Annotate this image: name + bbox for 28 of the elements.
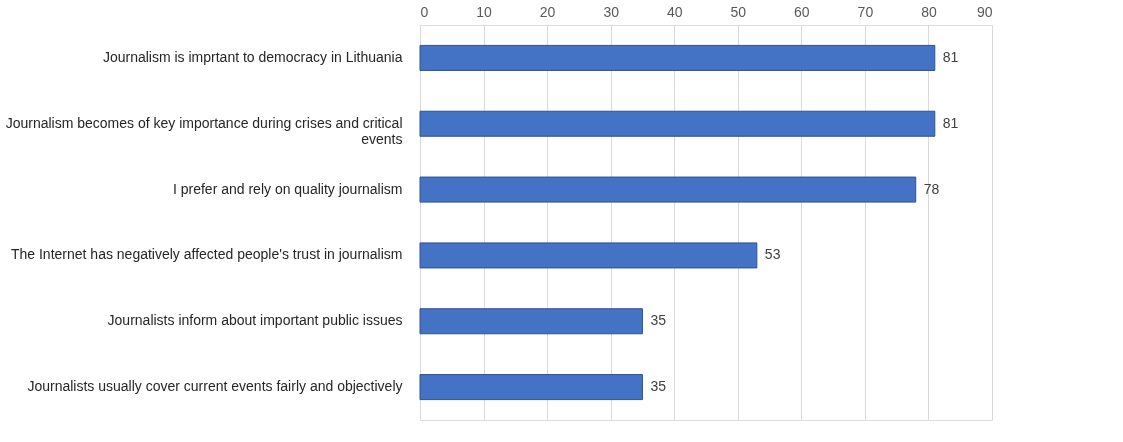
bar <box>419 242 758 269</box>
y-tick-label: Journalists usually cover current events fairly and objectively <box>27 378 403 395</box>
y-tick-label: The Internet has negatively affected people's trust in journalism <box>10 246 403 263</box>
x-tick-label: 80 <box>921 3 937 20</box>
data-label: 81 <box>942 48 959 65</box>
y-tick-label: Journalists inform about important public issues <box>107 312 403 329</box>
data-label: 35 <box>650 378 667 395</box>
x-tick-label: 90 <box>976 3 993 20</box>
bar <box>419 110 936 137</box>
data-label: 78 <box>923 180 940 197</box>
x-tick-label: 60 <box>794 3 810 20</box>
x-tick-label: 20 <box>539 3 556 20</box>
bar <box>419 308 643 335</box>
x-tick-label: 50 <box>730 3 747 20</box>
data-label: 35 <box>650 312 667 329</box>
data-label: 53 <box>764 246 781 263</box>
x-tick-label: 30 <box>603 3 620 20</box>
y-tick-label: I prefer and rely on quality journalism <box>172 180 403 197</box>
x-tick-label: 0 <box>420 3 429 20</box>
x-tick-label: 40 <box>666 3 683 20</box>
bar <box>419 176 917 203</box>
y-tick-label: Journalism becomes of key importance during crises and critical events <box>5 114 403 147</box>
bar <box>419 44 936 71</box>
y-tick-label: Journalism is imprtant to democracy in Lithuania <box>102 48 403 65</box>
x-tick-label: 10 <box>476 3 493 20</box>
x-tick-label: 70 <box>857 3 874 20</box>
bar <box>419 374 643 401</box>
data-label: 81 <box>942 114 959 131</box>
